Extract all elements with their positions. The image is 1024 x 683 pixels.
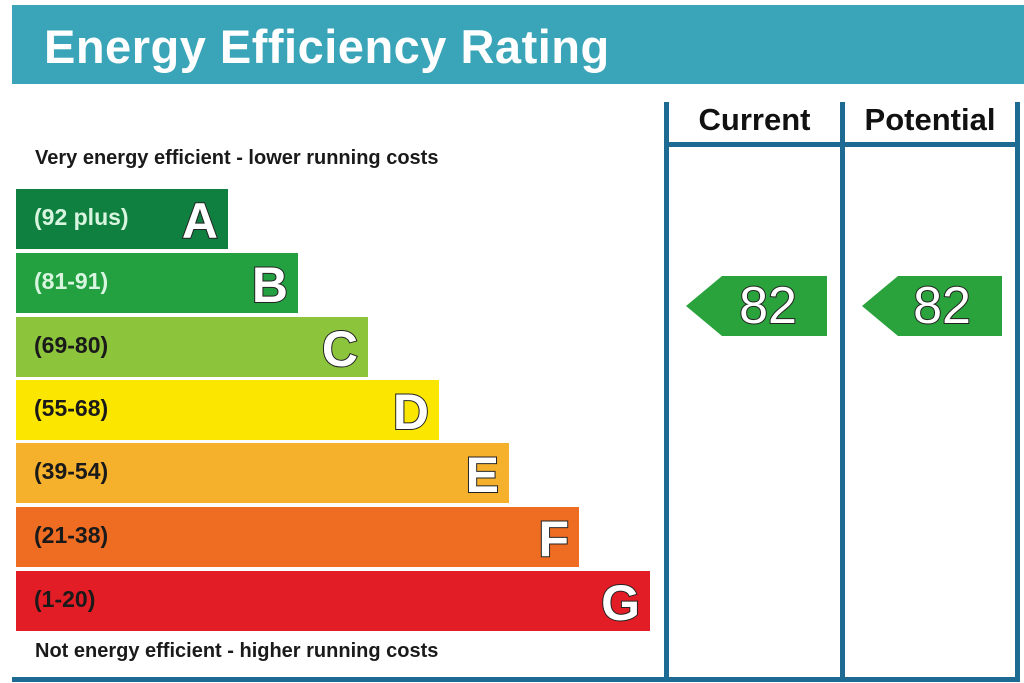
band-range: (92 plus) <box>34 204 129 230</box>
band-range: (1-20) <box>34 586 96 612</box>
divider-middle <box>840 102 845 680</box>
chart-title: Energy Efficiency Rating <box>44 20 610 73</box>
band-e: (39-54) E <box>16 443 509 504</box>
caption-inefficient: Not energy efficient - higher running co… <box>35 640 439 662</box>
band-d: (55-68) D <box>16 380 439 441</box>
band-letter: C <box>321 320 359 378</box>
potential-rating-arrow: 82 <box>862 276 1002 336</box>
divider-left <box>664 102 669 680</box>
band-c: (69-80) C <box>16 317 368 378</box>
current-rating-arrow: 82 <box>686 276 827 336</box>
arrow-shape-icon <box>862 276 1002 336</box>
band-f: (21-38) F <box>16 507 579 568</box>
caption-efficient: Very energy efficient - lower running co… <box>35 147 439 169</box>
band-letter: G <box>600 574 641 632</box>
header-bar: Energy Efficiency Rating <box>12 5 1024 84</box>
column-header-potential: Potential <box>864 102 996 137</box>
header-underline <box>664 142 1020 147</box>
bottom-border <box>12 677 1020 682</box>
band-range: (55-68) <box>34 395 109 421</box>
band-letter: B <box>251 256 289 314</box>
band-letter: E <box>465 446 500 504</box>
band-g: (1-20) G <box>16 571 650 632</box>
band-a: (92 plus) A <box>16 189 228 250</box>
band-letter: D <box>392 383 430 441</box>
current-rating-value: 82 <box>738 276 798 336</box>
band-range: (21-38) <box>34 522 109 548</box>
column-header-current: Current <box>698 102 811 137</box>
divider-right <box>1015 102 1020 680</box>
potential-rating-value: 82 <box>912 276 972 336</box>
band-range: (39-54) <box>34 458 109 484</box>
band-range: (69-80) <box>34 332 109 358</box>
arrow-shape-icon <box>686 276 827 336</box>
band-letter: F <box>537 510 570 568</box>
band-b: (81-91) B <box>16 253 298 314</box>
band-range: (81-91) <box>34 268 109 294</box>
band-letter: A <box>181 192 219 250</box>
